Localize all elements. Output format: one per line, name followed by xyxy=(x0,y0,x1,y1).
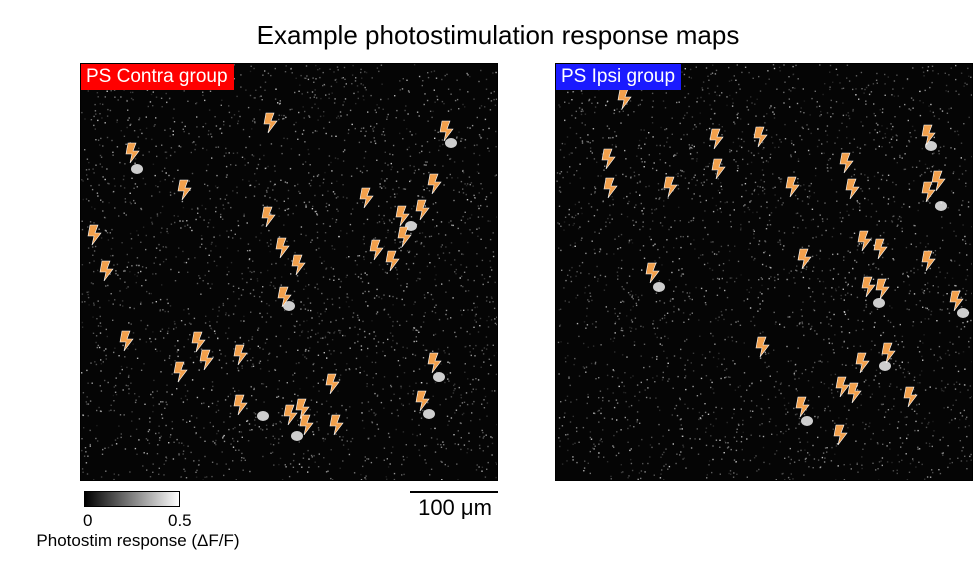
bright-cell xyxy=(873,298,885,308)
stimulation-marker xyxy=(785,176,800,198)
stimulation-marker xyxy=(881,342,896,364)
bright-cell xyxy=(925,141,937,151)
noise-speckle xyxy=(556,64,972,480)
stimulation-marker xyxy=(277,286,292,308)
stimulation-marker xyxy=(263,112,278,134)
stimulation-marker xyxy=(325,373,340,395)
stimulation-marker xyxy=(291,254,306,276)
stimulation-marker xyxy=(603,177,618,199)
stimulation-marker xyxy=(753,126,768,148)
stimulation-marker xyxy=(873,238,888,260)
stimulation-marker xyxy=(601,148,616,170)
bright-cell xyxy=(291,431,303,441)
bright-cell xyxy=(283,301,295,311)
stimulation-marker xyxy=(663,176,678,198)
stimulation-marker xyxy=(709,128,724,150)
stimulation-marker xyxy=(839,152,854,174)
stimulation-marker xyxy=(847,382,862,404)
stimulation-marker xyxy=(119,330,134,352)
stimulation-marker xyxy=(275,237,290,259)
stimulation-marker xyxy=(931,170,946,192)
stimulation-marker xyxy=(173,361,188,383)
bright-cell xyxy=(445,138,457,148)
stimulation-marker xyxy=(99,260,114,282)
stimulation-marker xyxy=(903,386,918,408)
stimulation-marker xyxy=(861,276,876,298)
stimulation-marker xyxy=(711,158,726,180)
stimulation-marker xyxy=(385,250,400,272)
stimulation-marker xyxy=(283,404,298,426)
stimulation-marker xyxy=(369,239,384,261)
stimulation-marker xyxy=(233,394,248,416)
response-map-contra: PS Contra group xyxy=(80,63,498,481)
stimulation-marker xyxy=(125,142,140,164)
stimulation-marker xyxy=(875,278,890,300)
stimulation-marker xyxy=(261,206,276,228)
stimulation-marker xyxy=(87,224,102,246)
stimulation-marker xyxy=(645,262,660,284)
stimulation-marker xyxy=(233,344,248,366)
colorbar-label: Photostim response (ΔF/F) xyxy=(36,531,240,550)
bright-cell xyxy=(879,361,891,371)
bright-cell xyxy=(433,372,445,382)
colorbar-max-label: 0.5 xyxy=(168,511,192,530)
stimulation-marker xyxy=(617,88,632,110)
response-map-ipsi: PS Ipsi group xyxy=(555,63,973,481)
stimulation-marker xyxy=(191,331,206,353)
response-map-ipsi-image xyxy=(556,64,972,480)
stimulation-marker xyxy=(755,336,770,358)
figure-title: Example photostimulation response maps xyxy=(256,20,740,50)
stimulation-marker xyxy=(177,179,192,201)
stimulation-marker xyxy=(439,120,454,142)
stimulation-marker xyxy=(921,124,936,146)
group-label-ipsi: PS Ipsi group xyxy=(556,64,682,90)
stimulation-marker xyxy=(797,248,812,270)
stimulation-marker xyxy=(855,352,870,374)
stimulation-marker xyxy=(921,181,936,203)
stimulation-marker xyxy=(427,352,442,374)
stimulation-marker xyxy=(833,424,848,446)
bright-cell xyxy=(957,308,969,318)
stimulation-marker xyxy=(427,173,442,195)
scale-bar-label: 100 μm xyxy=(418,495,492,520)
stimulation-marker xyxy=(857,230,872,252)
bright-cell xyxy=(935,201,947,211)
stimulation-marker xyxy=(415,390,430,412)
stimulation-marker xyxy=(415,199,430,221)
bright-cell xyxy=(653,282,665,292)
stimulation-marker xyxy=(949,290,964,312)
bright-cell xyxy=(801,416,813,426)
colorbar-min-label: 0 xyxy=(83,511,93,530)
response-map-contra-image xyxy=(81,64,497,480)
bright-cell xyxy=(131,164,143,174)
group-label-contra: PS Contra group xyxy=(81,64,234,90)
colorbar xyxy=(84,491,180,507)
stimulation-marker xyxy=(329,414,344,436)
stimulation-marker xyxy=(299,414,314,436)
bright-cell xyxy=(405,221,417,231)
stimulation-marker xyxy=(295,398,310,420)
stimulation-marker xyxy=(835,376,850,398)
stimulation-marker xyxy=(199,349,214,371)
stimulation-marker xyxy=(395,205,410,227)
bright-cell xyxy=(423,409,435,419)
stimulation-marker xyxy=(359,187,374,209)
stimulation-marker xyxy=(397,226,412,248)
stimulation-marker xyxy=(845,178,860,200)
stimulation-marker xyxy=(921,250,936,272)
noise-speckle xyxy=(81,64,497,480)
bright-cell xyxy=(257,411,269,421)
scale-bar xyxy=(410,491,498,493)
stimulation-marker xyxy=(795,396,810,418)
